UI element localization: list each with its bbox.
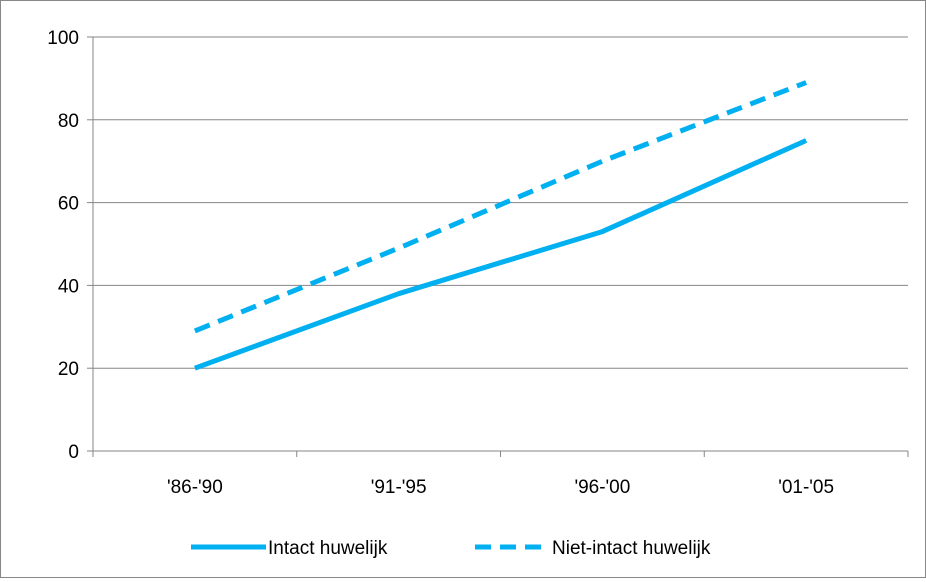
series-lines	[195, 82, 806, 368]
y-tick-labels: 0 20 40 60 80 100	[47, 28, 79, 463]
y-tick-label: 20	[58, 359, 79, 380]
x-tick-label: '96-'00	[574, 477, 630, 498]
gridlines	[87, 37, 908, 451]
legend-label-niet-intact-huwelijk: Niet-intact huwelijk	[552, 538, 711, 559]
legend: Intact huwelijk Niet-intact huwelijk	[191, 538, 711, 559]
y-tick-label: 40	[58, 276, 79, 297]
axes	[93, 37, 908, 451]
x-tick-label: '86-'90	[167, 477, 223, 498]
series-line-intact-huwelijk	[195, 141, 806, 369]
y-tick-label: 60	[58, 194, 79, 215]
x-tick-label: '01-'05	[778, 477, 834, 498]
x-tick-label: '91-'95	[371, 477, 427, 498]
x-tick-labels: '86-'90 '91-'95 '96-'00 '01-'05	[93, 451, 908, 498]
legend-label-intact-huwelijk: Intact huwelijk	[268, 538, 388, 559]
y-tick-label: 100	[47, 28, 79, 49]
y-tick-label: 0	[68, 442, 79, 463]
y-tick-label: 80	[58, 111, 79, 132]
